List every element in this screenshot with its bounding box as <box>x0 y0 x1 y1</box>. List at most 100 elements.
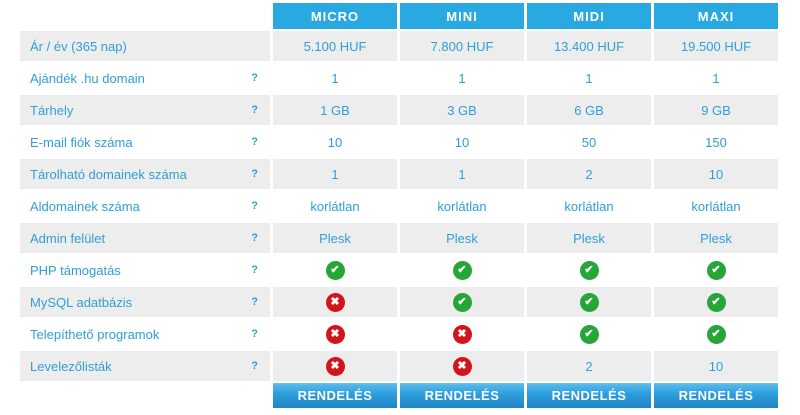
order-button-maxi[interactable]: RENDELÉS <box>654 383 778 408</box>
price-cell: 7.800 HUF <box>400 31 524 61</box>
value-cell: 10 <box>454 134 470 150</box>
value-cell: ✔ <box>654 255 778 285</box>
cross-icon: ✖ <box>452 356 472 376</box>
row-label: Tárhely? <box>20 95 270 125</box>
help-icon[interactable]: ? <box>251 71 258 84</box>
order-button-micro[interactable]: RENDELÉS <box>273 383 397 408</box>
value-cell: ✖ <box>273 319 397 349</box>
help-icon[interactable]: ? <box>251 167 258 180</box>
row-label-text: Levelezőlisták <box>30 358 112 374</box>
value-cell: 10 <box>654 159 778 189</box>
value-cell: 1 <box>585 70 593 86</box>
row-label: Aldomainek száma? <box>20 191 270 221</box>
help-icon[interactable]: ? <box>251 263 258 276</box>
value-cell: ✔ <box>654 287 778 317</box>
row-label-text: Admin felület <box>30 230 106 246</box>
value-cell: 1 <box>458 70 466 86</box>
row-label: Telepíthető programok? <box>20 319 270 349</box>
help-icon[interactable]: ? <box>251 359 258 372</box>
order-button-mini[interactable]: RENDELÉS <box>400 383 524 408</box>
value-cell: korlátlan <box>310 198 360 214</box>
footer-spacer <box>20 383 270 408</box>
help-icon[interactable]: ? <box>251 327 258 340</box>
order-button-midi[interactable]: RENDELÉS <box>527 383 651 408</box>
row-label-text: Tárhely <box>30 102 74 118</box>
value-cell: ✖ <box>273 287 397 317</box>
row-label-text: Telepíthető programok <box>30 326 160 342</box>
value-cell: ✔ <box>527 319 651 349</box>
value-cell: ✔ <box>400 287 524 317</box>
row-label: MySQL adatbázis? <box>20 287 270 317</box>
value-cell: 10 <box>327 134 343 150</box>
price-cell: 5.100 HUF <box>273 31 397 61</box>
check-icon: ✔ <box>325 260 345 280</box>
row-label-text: Ajándék .hu domain <box>30 70 145 86</box>
row-label-text: MySQL adatbázis <box>30 294 133 310</box>
check-icon: ✔ <box>452 260 472 280</box>
row-label-text: Aldomainek száma <box>30 198 140 214</box>
value-cell: 1 <box>331 70 339 86</box>
value-cell: 1 <box>400 159 524 189</box>
value-cell: ✖ <box>400 319 524 349</box>
row-label-text: PHP támogatás <box>30 262 121 278</box>
plan-header-micro: MICRO <box>273 3 397 29</box>
value-cell: 6 GB <box>527 95 651 125</box>
value-cell: 1 <box>712 70 720 86</box>
value-cell: Plesk <box>527 223 651 253</box>
value-cell: 3 GB <box>400 95 524 125</box>
plan-header-midi: MIDI <box>527 3 651 29</box>
value-cell: Plesk <box>400 223 524 253</box>
price-cell: 19.500 HUF <box>654 31 778 61</box>
check-icon: ✔ <box>579 324 599 344</box>
corner-spacer <box>20 3 270 29</box>
value-cell: korlátlan <box>691 198 741 214</box>
value-cell: Plesk <box>273 223 397 253</box>
value-cell: ✔ <box>400 255 524 285</box>
help-icon[interactable]: ? <box>251 199 258 212</box>
row-label: PHP támogatás? <box>20 255 270 285</box>
value-cell: 150 <box>705 134 727 150</box>
value-cell: korlátlan <box>564 198 614 214</box>
help-icon[interactable]: ? <box>251 103 258 116</box>
row-label: Ár / év (365 nap) <box>20 31 270 61</box>
check-icon: ✔ <box>452 292 472 312</box>
check-icon: ✔ <box>579 292 599 312</box>
row-label: Ajándék .hu domain? <box>20 63 270 93</box>
row-label: Tárolható domainek száma? <box>20 159 270 189</box>
cross-icon: ✖ <box>325 324 345 344</box>
value-cell: ✖ <box>273 351 397 381</box>
value-cell: ✔ <box>527 287 651 317</box>
row-label: E-mail fiók száma? <box>20 127 270 157</box>
value-cell: ✔ <box>273 255 397 285</box>
plan-header-maxi: MAXI <box>654 3 778 29</box>
value-cell: 50 <box>581 134 597 150</box>
row-label-text: Tárolható domainek száma <box>30 166 187 182</box>
check-icon: ✔ <box>706 260 726 280</box>
row-label-text: Ár / év (365 nap) <box>30 38 127 54</box>
value-cell: korlátlan <box>437 198 487 214</box>
row-label-text: E-mail fiók száma <box>30 134 133 150</box>
value-cell: ✔ <box>654 319 778 349</box>
check-icon: ✔ <box>706 324 726 344</box>
check-icon: ✔ <box>579 260 599 280</box>
value-cell: ✖ <box>400 351 524 381</box>
value-cell: 9 GB <box>654 95 778 125</box>
row-label: Admin felület? <box>20 223 270 253</box>
value-cell: Plesk <box>654 223 778 253</box>
value-cell: 2 <box>527 351 651 381</box>
cross-icon: ✖ <box>325 356 345 376</box>
cross-icon: ✖ <box>452 324 472 344</box>
row-label: Levelezőlisták? <box>20 351 270 381</box>
value-cell: 1 <box>273 159 397 189</box>
help-icon[interactable]: ? <box>251 295 258 308</box>
value-cell: 10 <box>654 351 778 381</box>
value-cell: ✔ <box>527 255 651 285</box>
help-icon[interactable]: ? <box>251 135 258 148</box>
help-icon[interactable]: ? <box>251 231 258 244</box>
price-cell: 13.400 HUF <box>527 31 651 61</box>
cross-icon: ✖ <box>325 292 345 312</box>
value-cell: 1 GB <box>273 95 397 125</box>
plan-header-mini: MINI <box>400 3 524 29</box>
value-cell: 2 <box>527 159 651 189</box>
